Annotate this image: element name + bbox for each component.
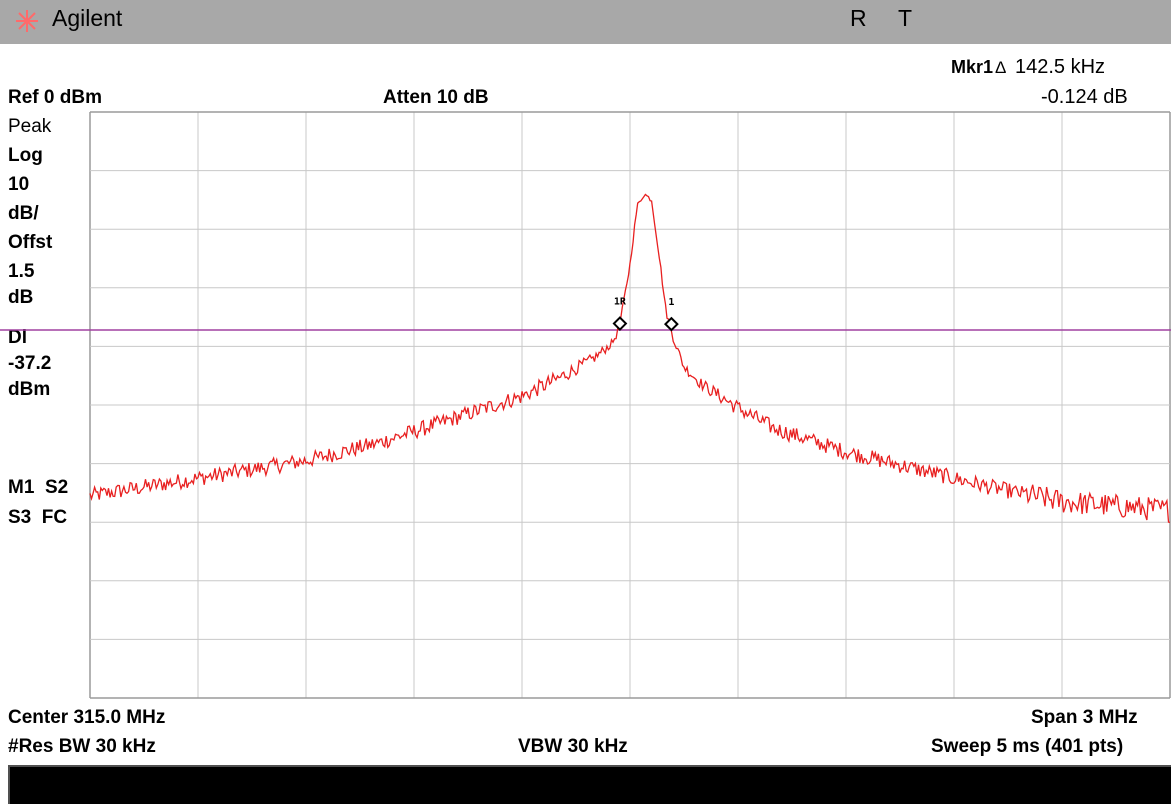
offset-label: Offst — [8, 232, 53, 253]
marker-amplitude: -0.124 dB — [1041, 86, 1128, 108]
status-flags-row-1: M1 S2 — [8, 477, 69, 498]
video-bandwidth: VBW 30 kHz — [518, 736, 628, 757]
scale-unit: dB/ — [8, 203, 39, 224]
offset-value: 1.5 — [8, 261, 35, 282]
marker-2-label: 1 — [668, 297, 674, 308]
scale-value: 10 — [8, 174, 30, 195]
delta-symbol: Δ — [995, 58, 1007, 77]
offset-unit: dB — [8, 287, 34, 308]
brand-name: Agilent — [52, 5, 123, 31]
attenuation: Atten 10 dB — [383, 87, 489, 108]
graticule — [89, 111, 1171, 699]
display-line-value: -37.2 — [8, 353, 52, 374]
marker-label: Mkr1 — [951, 57, 994, 77]
reference-level: Ref 0 dBm — [8, 87, 102, 108]
detector-mode: Peak — [8, 116, 52, 137]
status-r: R — [850, 5, 867, 31]
agilent-spark-icon — [16, 10, 38, 32]
resolution-bandwidth: #Res BW 30 kHz — [8, 736, 156, 757]
sweep-time: Sweep 5 ms (401 pts) — [931, 736, 1124, 757]
status-t: T — [898, 5, 913, 31]
marker-frequency: 142.5 kHz — [1015, 56, 1106, 78]
scale-type: Log — [8, 145, 43, 166]
center-frequency: Center 315.0 MHz — [8, 707, 166, 728]
softkey-message-bar — [8, 765, 1171, 804]
spectrum-trace — [89, 193, 1171, 524]
title-bar: Agilent R T — [0, 0, 1171, 44]
display-line-label: Dl — [8, 327, 27, 348]
marker-1-label: 1R — [614, 297, 627, 308]
display-line-unit: dBm — [8, 379, 51, 400]
marker-2-diamond — [663, 316, 679, 332]
marker-1-diamond — [612, 316, 628, 331]
span: Span 3 MHz — [1031, 707, 1138, 728]
status-flags-row-2: S3 FC — [8, 507, 68, 528]
